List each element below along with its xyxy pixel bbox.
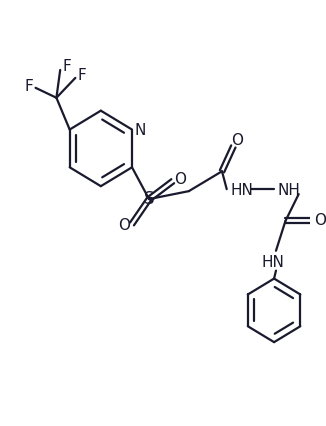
Text: O: O — [231, 133, 243, 148]
Text: N: N — [135, 123, 146, 138]
Text: O: O — [174, 172, 186, 187]
Text: NH: NH — [278, 183, 301, 198]
Text: F: F — [24, 79, 33, 94]
Text: S: S — [144, 190, 154, 208]
Text: HN: HN — [230, 183, 253, 198]
Text: HN: HN — [262, 255, 285, 270]
Text: F: F — [78, 69, 86, 83]
Text: O: O — [118, 219, 130, 233]
Text: F: F — [63, 60, 71, 75]
Text: O: O — [315, 213, 326, 228]
